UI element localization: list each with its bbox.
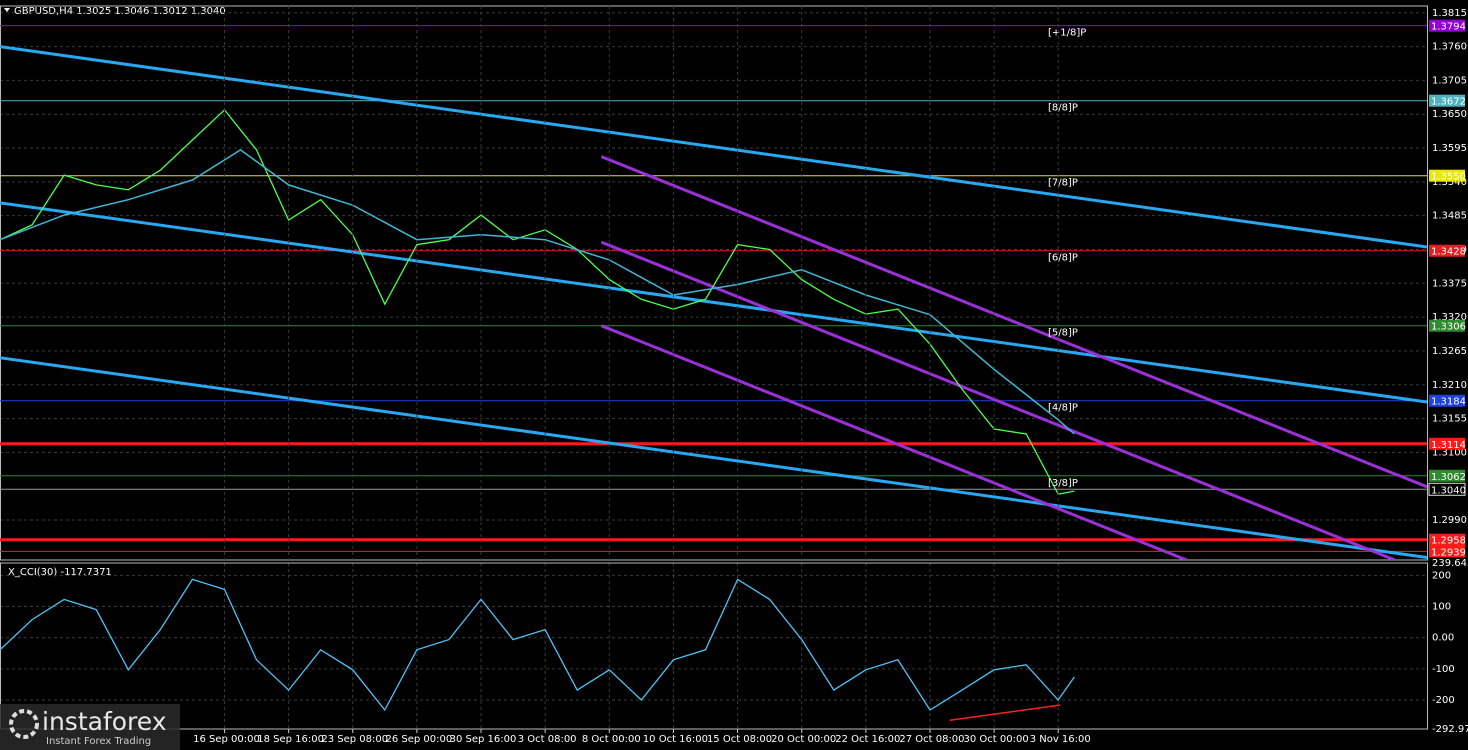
price-box xyxy=(1429,437,1465,450)
y-tick-label: 1.3320 xyxy=(1432,312,1467,323)
price-box xyxy=(1429,169,1465,182)
price-box xyxy=(1429,533,1465,546)
y-tick-label: 100 xyxy=(1432,602,1451,613)
panel-border xyxy=(0,562,1428,730)
x-tick-label: 3 Nov 16:00 xyxy=(1030,734,1091,745)
x-tick-label: 26 Sep 00:00 xyxy=(386,734,453,745)
y-tick-label: 1.3100 xyxy=(1432,447,1467,458)
chart-title: GBPUSD,H4 1.3025 1.3046 1.3012 1.3040 xyxy=(14,6,226,17)
y-tick-label: 0.00 xyxy=(1432,633,1454,644)
x-tick-label: 23 Sep 08:00 xyxy=(321,734,388,745)
price-box xyxy=(1429,19,1465,32)
channel-line xyxy=(0,356,1427,559)
price-box xyxy=(1429,94,1465,107)
channel-line xyxy=(0,201,1427,404)
price-box-label: 1.3306 xyxy=(1431,322,1466,333)
level-label: [4/8]P xyxy=(1048,403,1078,414)
watermark-brand: instaforex xyxy=(42,707,167,736)
channel-line xyxy=(600,155,1427,489)
price-box-label: 1.3428 xyxy=(1431,247,1466,258)
x-tick-label: 30 Sep 16:00 xyxy=(450,734,517,745)
price-box-label: 1.2958 xyxy=(1431,536,1466,547)
x-tick-label: 8 Oct 00:00 xyxy=(582,734,641,745)
price-box xyxy=(1429,545,1465,558)
y-tick-label: 1.3650 xyxy=(1432,109,1467,120)
panel-border xyxy=(0,5,1428,561)
y-tick-label: 1.3155 xyxy=(1432,414,1467,425)
x-tick-label: 18 Sep 16:00 xyxy=(257,734,324,745)
divergence-line xyxy=(949,704,1061,722)
price-box xyxy=(1429,394,1465,407)
level-label: [7/8]P xyxy=(1048,178,1078,189)
y-tick-label: -292.972 xyxy=(1432,724,1468,735)
y-tick-label: 1.3485 xyxy=(1432,211,1467,222)
level-label: [5/8]P xyxy=(1048,328,1078,339)
menu-arrow[interactable] xyxy=(4,8,10,12)
price-box xyxy=(1428,482,1466,496)
price-box-label: 1.3114 xyxy=(1431,440,1466,451)
indicator-title: X_CCI(30) -117.7371 xyxy=(8,567,112,578)
y-tick-label: 200 xyxy=(1432,570,1451,581)
x-tick-label: 16 Sep 00:00 xyxy=(193,734,260,745)
level-label: [3/8]P xyxy=(1048,478,1078,489)
price-box-label: 1.3062 xyxy=(1431,472,1466,483)
y-tick-label: 1.3595 xyxy=(1432,143,1467,154)
y-tick-label: 1.3815 xyxy=(1432,8,1467,19)
price-box xyxy=(1429,319,1465,332)
plot-area xyxy=(0,578,1075,722)
x-tick-label: 27 Oct 08:00 xyxy=(899,734,964,745)
y-tick-label: 1.3375 xyxy=(1432,278,1467,289)
x-tick-label: 30 Oct 00:00 xyxy=(963,734,1028,745)
price-line xyxy=(0,578,1075,712)
price-box-label: 1.2939 xyxy=(1431,547,1466,558)
y-tick-label: 239.6457 xyxy=(1432,558,1468,569)
level-label: [8/8]P xyxy=(1048,103,1078,114)
y-tick-label: 1.2990 xyxy=(1432,515,1467,526)
level-label: [+1/8]P xyxy=(1048,28,1086,39)
y-tick-label: 1.3760 xyxy=(1432,42,1467,53)
price-box-label: 1.3040 xyxy=(1431,485,1466,496)
channel-line xyxy=(0,45,1427,249)
price-box-label: 1.3794 xyxy=(1431,22,1466,33)
x-tick-label: 22 Oct 16:00 xyxy=(835,734,900,745)
y-tick-label: -100 xyxy=(1432,664,1455,675)
level-label: [6/8]P xyxy=(1048,253,1078,264)
y-tick-label: 1.3265 xyxy=(1432,346,1467,357)
price-box xyxy=(1429,244,1465,257)
channel-line xyxy=(600,240,1396,560)
watermark-tagline: Instant Forex Trading xyxy=(46,736,151,747)
y-tick-label: -200 xyxy=(1432,695,1455,706)
y-tick-label: 1.3540 xyxy=(1432,177,1467,188)
x-tick-label: 10 Oct 16:00 xyxy=(643,734,708,745)
x-tick-label: 20 Oct 00:00 xyxy=(771,734,836,745)
price-box-label: 1.3184 xyxy=(1431,397,1466,408)
price-box-label: 1.3550 xyxy=(1431,172,1466,183)
y-tick-label: 1.3705 xyxy=(1432,75,1467,86)
price-box-label: 1.3672 xyxy=(1431,97,1466,108)
watermark-logo xyxy=(9,709,39,739)
x-tick-label: 15 Oct 08:00 xyxy=(707,734,772,745)
channel-line xyxy=(600,324,1188,560)
price-box xyxy=(1429,469,1465,482)
x-tick-label: 3 Oct 08:00 xyxy=(518,734,577,745)
y-tick-label: 1.3210 xyxy=(1432,380,1467,391)
